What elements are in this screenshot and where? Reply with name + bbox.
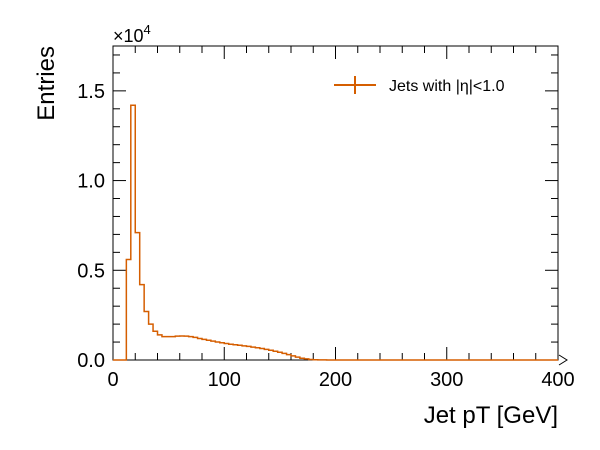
x-axis-arrow xyxy=(558,354,568,366)
x-tick-labels: 0 100 200 300 400 xyxy=(107,369,574,391)
x-tick-label: 100 xyxy=(208,369,241,391)
y-axis-title: Entries xyxy=(33,46,60,121)
x-tick-label: 0 xyxy=(107,369,118,391)
y-tick-label: 1.5 xyxy=(77,81,105,103)
x-axis-title: Jet pT [GeV] xyxy=(424,402,558,429)
ticks-layer xyxy=(112,46,559,361)
y-tick-labels: 0.0 0.5 1.0 1.5 xyxy=(77,81,105,372)
y-tick-label: 1.0 xyxy=(77,171,105,193)
x-tick-label: 200 xyxy=(319,369,352,391)
y-tick-label: 0.5 xyxy=(77,260,105,282)
y-tick-label: 0.0 xyxy=(77,350,105,372)
legend-label: Jets with |η|<1.0 xyxy=(389,78,505,95)
y-multiplier: ×104 xyxy=(113,22,151,46)
x-tick-label: 400 xyxy=(541,369,574,391)
legend: Jets with |η|<1.0 xyxy=(334,76,505,95)
histogram-line xyxy=(113,104,558,361)
x-tick-label: 300 xyxy=(430,369,463,391)
